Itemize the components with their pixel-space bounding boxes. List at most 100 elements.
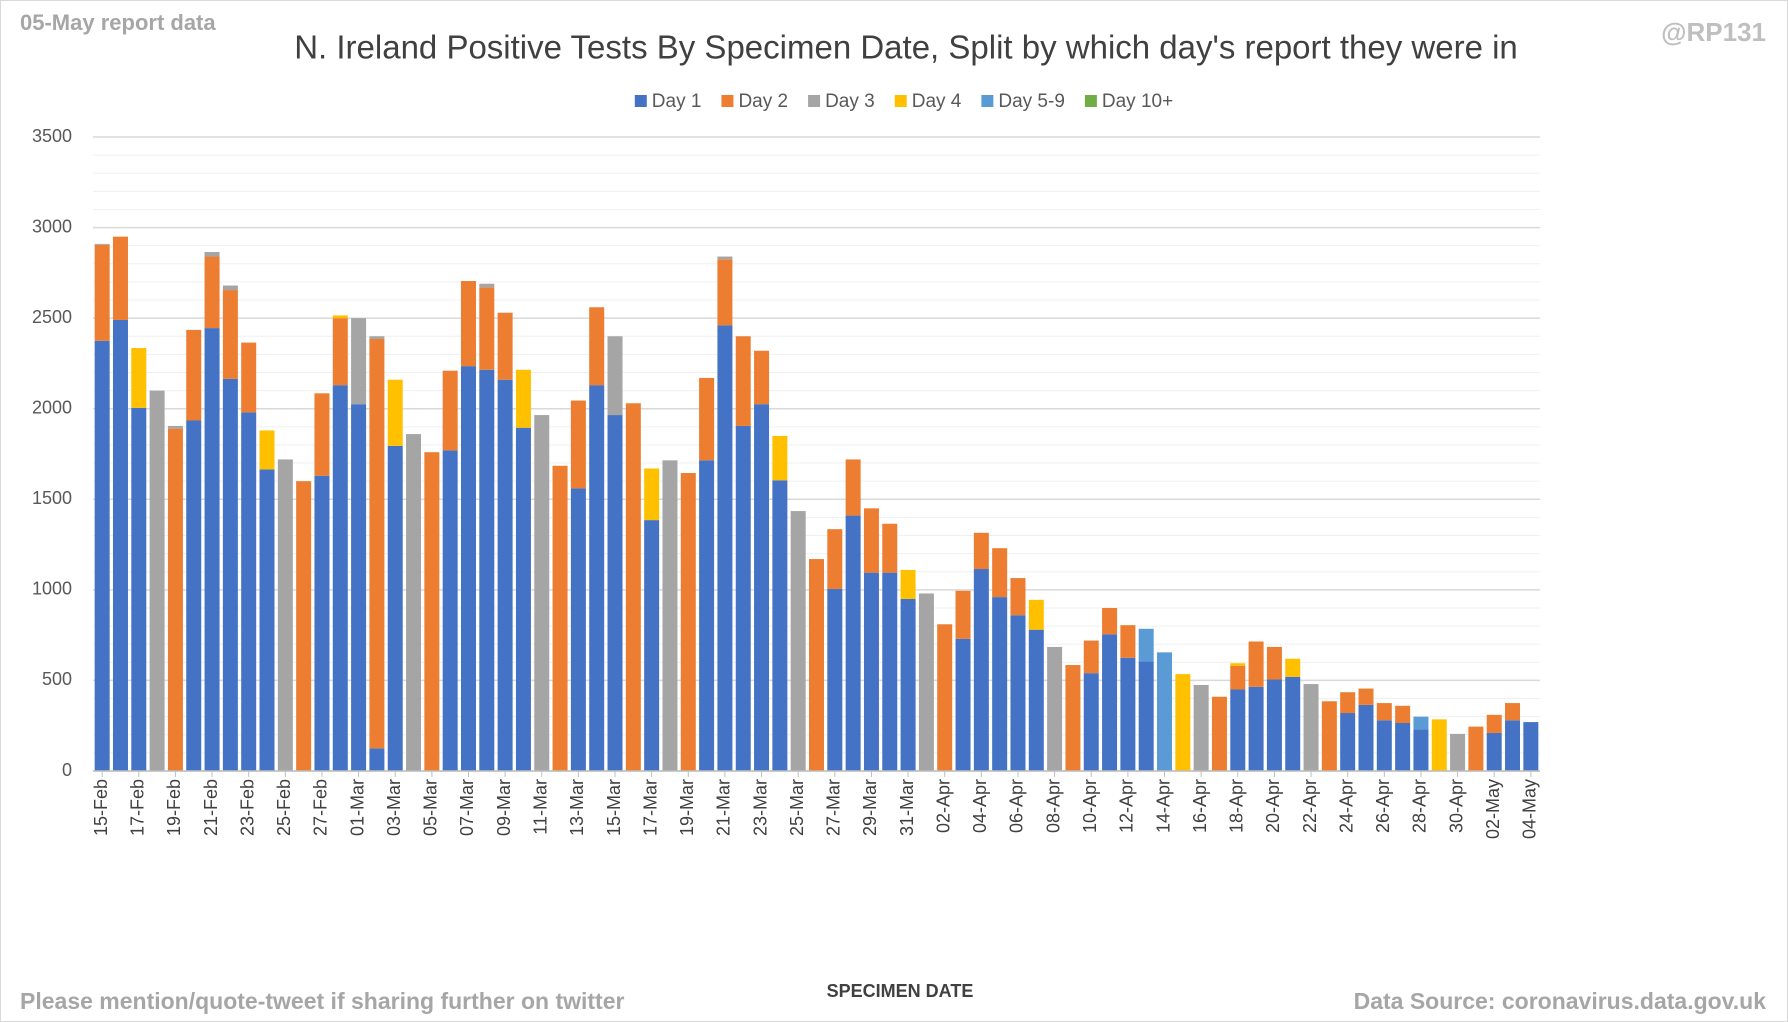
bar-segment xyxy=(955,590,971,639)
bar-segment xyxy=(1303,684,1319,771)
x-tick-label: 01-Mar xyxy=(347,779,367,836)
bar-segment xyxy=(314,475,330,771)
bar-segment xyxy=(1120,657,1136,771)
legend-label: Day 1 xyxy=(652,91,702,112)
bar-segment xyxy=(973,532,989,570)
bar-segment xyxy=(1505,720,1521,771)
bar-segment xyxy=(1047,646,1063,771)
bar-segment xyxy=(1450,733,1466,771)
bar-segment xyxy=(369,336,385,339)
bar-segment xyxy=(754,404,770,771)
bar-segment xyxy=(406,434,422,771)
bar-segment xyxy=(314,393,330,476)
x-tick-label: 29-Mar xyxy=(860,779,880,836)
footer-right: Data Source: coronavirus.data.gov.uk xyxy=(1354,988,1767,1014)
bar-segment xyxy=(662,460,678,771)
bar-segment xyxy=(259,430,275,470)
x-tick-label: 22-Apr xyxy=(1300,779,1320,833)
bar-segment xyxy=(1358,688,1374,705)
x-tick-label: 02-May xyxy=(1483,779,1503,839)
bar-segment xyxy=(1266,646,1282,680)
y-tick-label: 500 xyxy=(42,669,72,689)
bar-segment xyxy=(259,469,275,771)
x-tick-label: 10-Apr xyxy=(1080,779,1100,833)
bar-segment xyxy=(900,569,916,599)
bar-segment xyxy=(1010,615,1026,771)
y-tick-label: 2500 xyxy=(32,307,72,327)
bar-segment xyxy=(1413,716,1429,730)
bar-segment xyxy=(1230,689,1246,771)
bar-segment xyxy=(570,400,586,489)
bar-segment xyxy=(1285,658,1301,677)
x-tick-label: 27-Feb xyxy=(311,779,331,836)
y-tick-label: 1000 xyxy=(32,579,72,599)
bar-segment xyxy=(717,259,733,326)
bar-segment xyxy=(827,529,843,589)
bar-segment xyxy=(460,366,476,771)
bar-segment xyxy=(717,325,733,771)
x-axis-label: SPECIMEN DATE xyxy=(827,981,974,1001)
y-tick-label: 3500 xyxy=(32,126,72,146)
legend-swatch xyxy=(721,95,734,107)
bar-segment xyxy=(1102,607,1118,635)
x-tick-label: 27-Mar xyxy=(824,779,844,836)
x-tick-label: 17-Mar xyxy=(640,779,660,836)
legend-swatch xyxy=(1084,95,1097,107)
bar-segment xyxy=(772,480,788,771)
bar-segment xyxy=(900,598,916,771)
bar-segment xyxy=(1395,705,1411,723)
bar-segment xyxy=(351,318,367,405)
bar-segment xyxy=(1358,704,1374,771)
bar-segment xyxy=(222,290,238,379)
bar-segment xyxy=(1083,673,1099,771)
y-tick-label: 1500 xyxy=(32,488,72,508)
bar-segment xyxy=(570,488,586,771)
footer-left: Please mention/quote-tweet if sharing fu… xyxy=(20,988,624,1014)
bar-segment xyxy=(131,348,147,408)
bar-segment xyxy=(1230,665,1246,690)
x-tick-label: 20-Apr xyxy=(1263,779,1283,833)
bar-segment xyxy=(992,548,1008,598)
x-tick-label: 05-Mar xyxy=(421,779,441,836)
x-tick-label: 02-Apr xyxy=(933,779,953,833)
bar-segment xyxy=(1431,719,1447,771)
bar-segment xyxy=(1211,696,1227,771)
bar-segment xyxy=(863,572,879,771)
bar-segment xyxy=(790,511,806,771)
x-tick-label: 25-Feb xyxy=(274,779,294,836)
x-tick-label: 15-Mar xyxy=(604,779,624,836)
bar-segment xyxy=(112,319,128,771)
bar-segment xyxy=(1010,578,1026,616)
bar-segment xyxy=(607,336,623,416)
bar-segment xyxy=(497,379,513,771)
bar-segment xyxy=(699,377,715,461)
x-tick-label: 17-Feb xyxy=(128,779,148,836)
bar-segment xyxy=(1413,729,1429,771)
x-tick-label: 19-Feb xyxy=(164,779,184,836)
bar-segment xyxy=(186,420,202,771)
x-tick-label: 04-May xyxy=(1520,779,1540,839)
bar-segment xyxy=(94,340,110,771)
bar-segment xyxy=(735,425,751,771)
chart-title: N. Ireland Positive Tests By Specimen Da… xyxy=(294,29,1518,66)
bar-segment xyxy=(735,336,751,426)
bar-segment xyxy=(845,459,861,516)
x-tick-label: 04-Apr xyxy=(970,779,990,833)
bar-segment xyxy=(442,370,458,451)
bar-segment xyxy=(296,481,312,771)
bar-segment xyxy=(332,318,348,386)
bar-segment xyxy=(1065,665,1081,771)
bar-segment xyxy=(204,328,220,771)
bar-segment xyxy=(204,252,220,257)
bar-segment xyxy=(204,256,220,329)
bar-segment xyxy=(241,412,257,771)
x-tick-label: 13-Mar xyxy=(567,779,587,836)
bar-segment xyxy=(1340,713,1356,771)
legend-label: Day 4 xyxy=(912,91,962,112)
x-tick-label: 24-Apr xyxy=(1336,779,1356,833)
bar-segment xyxy=(1157,652,1173,771)
bar-segment xyxy=(644,520,660,771)
bar-segment xyxy=(424,452,440,771)
bar-segment xyxy=(515,369,531,428)
